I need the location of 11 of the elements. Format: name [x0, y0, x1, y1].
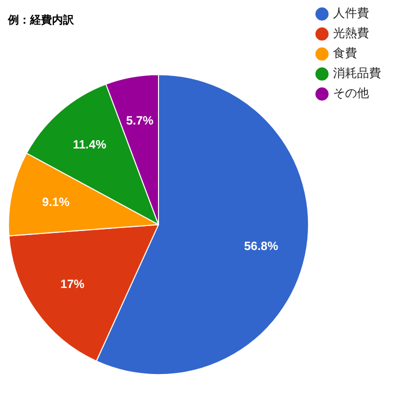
data-label: 5.7% [126, 114, 154, 128]
legend-label: 光熱費 [333, 26, 369, 40]
legend-label: その他 [333, 86, 369, 100]
data-label: 17% [60, 277, 85, 292]
data-label: 11.4% [72, 138, 107, 152]
data-label: 9.1% [42, 194, 70, 209]
legend-label: 食費 [333, 46, 357, 60]
data-label: 56.8% [244, 239, 278, 254]
legend-label: 人件費 [333, 6, 369, 20]
legend-label: 消耗品費 [333, 66, 381, 80]
text: 例：経費内訳 [7, 13, 75, 26]
